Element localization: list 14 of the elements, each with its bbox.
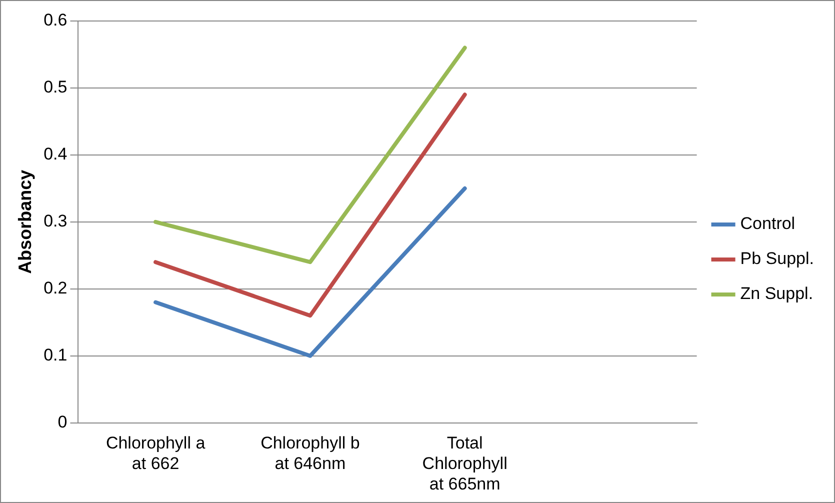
y-tick-label: 0.5 [44, 78, 68, 97]
y-tick-label: 0.6 [44, 10, 68, 30]
x-tick-label: Chlorophyll a at 662 [106, 434, 206, 474]
legend-label: Pb Suppl. [740, 249, 814, 268]
y-tick-label: 0.3 [44, 212, 68, 231]
y-tick-label: 0 [58, 412, 68, 432]
y-tick-label: 0.4 [44, 144, 68, 164]
y-tick-label: 0.2 [44, 278, 68, 298]
legend-label: Control [740, 214, 796, 234]
legend-label: Zn Suppl. [740, 284, 814, 304]
y-axis-title: Absorbancy [14, 170, 35, 274]
x-tick-label: Chlorophyll b at 646nm [260, 434, 360, 474]
x-tick-label: Total Chlorophyll at 665nm [422, 434, 508, 494]
y-tick-label: 0.1 [44, 346, 68, 365]
